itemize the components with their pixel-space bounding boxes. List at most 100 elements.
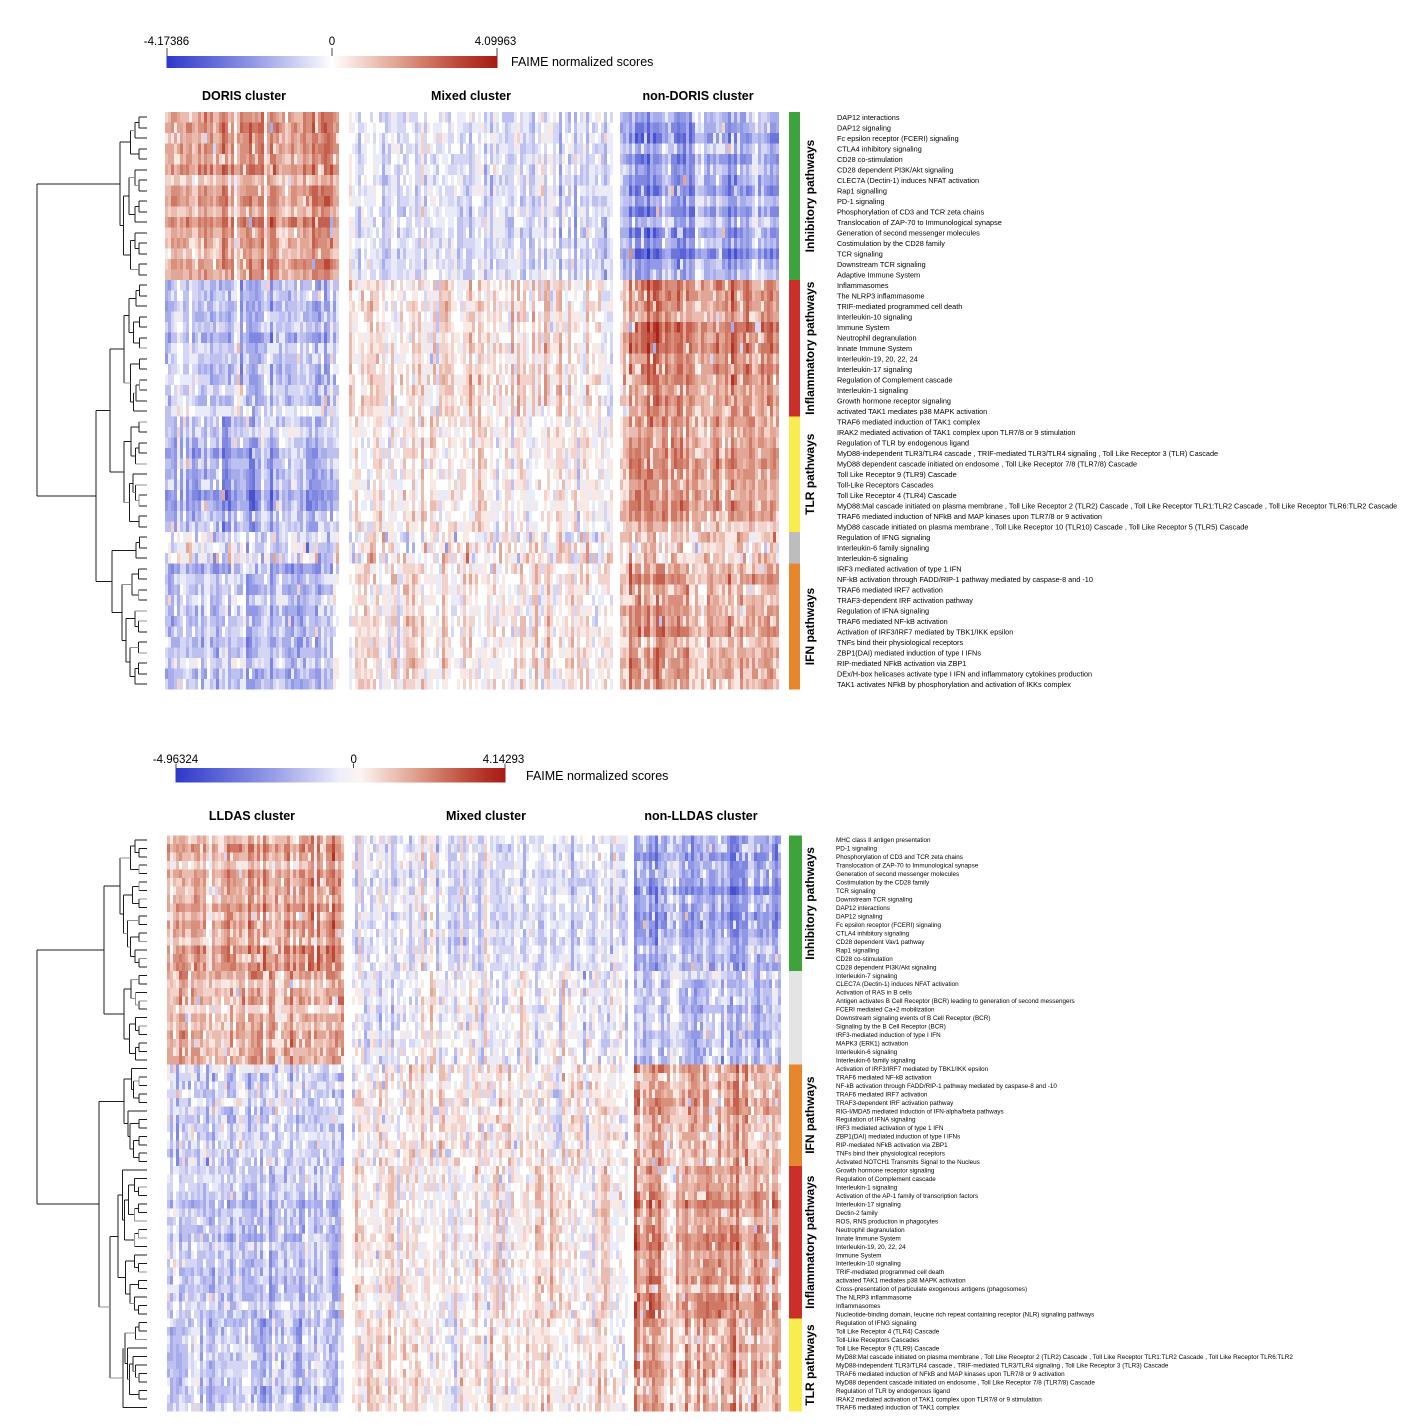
svg-text:MAPK3 (ERK1) activation: MAPK3 (ERK1) activation (836, 1041, 909, 1048)
svg-text:Interleukin-17 signaling: Interleukin-17 signaling (836, 1201, 901, 1208)
svg-text:Inflammasomes: Inflammasomes (837, 281, 889, 290)
svg-text:Downstream signaling events of: Downstream signaling events of B Cell Re… (836, 1015, 990, 1022)
svg-text:CD28 co-stimulation: CD28 co-stimulation (837, 155, 903, 164)
svg-text:Activation of RAS in B cells: Activation of RAS in B cells (836, 990, 912, 997)
svg-text:Mixed cluster: Mixed cluster (431, 89, 511, 103)
svg-text:TRAF6 mediated induction of TA: TRAF6 mediated induction of TAK1 complex (836, 1405, 961, 1412)
svg-text:non-DORIS cluster: non-DORIS cluster (642, 89, 753, 103)
svg-text:non-LLDAS cluster: non-LLDAS cluster (644, 809, 757, 823)
svg-text:Growth hormone receptor signal: Growth hormone receptor signaling (837, 397, 951, 406)
svg-text:MyD88-independent TLR3/TLR4 ca: MyD88-independent TLR3/TLR4 cascade , TR… (836, 1362, 1169, 1369)
svg-text:4.14293: 4.14293 (483, 754, 525, 766)
svg-text:0: 0 (350, 754, 356, 766)
svg-text:Translocation of ZAP-70 to Imm: Translocation of ZAP-70 to Immunological… (836, 863, 979, 870)
svg-text:Regulation of TLR by endogenou: Regulation of TLR by endogenous ligand (836, 1388, 951, 1395)
svg-text:TRIF-mediated programmed cell: TRIF-mediated programmed cell death (837, 302, 962, 311)
svg-text:Regulation of IFNA signaling: Regulation of IFNA signaling (836, 1117, 916, 1124)
svg-text:PD-1 signaling: PD-1 signaling (836, 846, 877, 853)
svg-text:Innate Immune System: Innate Immune System (837, 344, 912, 353)
svg-text:PD-1 signaling: PD-1 signaling (837, 197, 884, 206)
svg-text:IRAK2 mediated activation of T: IRAK2 mediated activation of TAK1 comple… (836, 1396, 1042, 1403)
svg-text:Regulation of IFNG signaling: Regulation of IFNG signaling (836, 1320, 917, 1327)
svg-text:Toll Like Receptor 4 (TLR4) Ca: Toll Like Receptor 4 (TLR4) Cascade (837, 491, 957, 500)
svg-text:Adaptive Immune System: Adaptive Immune System (837, 271, 920, 280)
svg-text:MyD88-independent TLR3/TLR4 ca: MyD88-independent TLR3/TLR4 cascade , TR… (837, 449, 1218, 458)
svg-text:Immune System: Immune System (837, 323, 890, 332)
svg-text:MyD88:Mal cascade initiated on: MyD88:Mal cascade initiated on plasma me… (837, 502, 1397, 511)
svg-text:Translocation of ZAP-70 to Imm: Translocation of ZAP-70 to Immunological… (837, 218, 1002, 227)
svg-text:IRAK2 mediated activation of T: IRAK2 mediated activation of TAK1 comple… (837, 428, 1076, 437)
svg-text:Activation of the AP-1 family: Activation of the AP-1 family of transcr… (836, 1193, 978, 1200)
svg-text:MyD88 dependent cascade initia: MyD88 dependent cascade initiated on end… (837, 460, 1137, 469)
svg-text:Toll Like Receptor 4 (TLR4) Ca: Toll Like Receptor 4 (TLR4) Cascade (836, 1329, 940, 1336)
svg-text:IFN pathways: IFN pathways (803, 1076, 817, 1154)
svg-text:The NLRP3 inflammasome: The NLRP3 inflammasome (837, 292, 925, 301)
svg-text:-4.17386: -4.17386 (144, 36, 189, 48)
svg-text:TLR pathways: TLR pathways (803, 1324, 817, 1406)
svg-text:TRAF6 mediated NF-kB activatio: TRAF6 mediated NF-kB activation (836, 1074, 932, 1081)
svg-text:TRAF6 mediated induction of NF: TRAF6 mediated induction of NFkB and MAP… (837, 512, 1102, 521)
svg-text:RIG-I/MDA5 mediated induction: RIG-I/MDA5 mediated induction of IFN-alp… (836, 1108, 1004, 1115)
svg-text:Interleukin-6 family signaling: Interleukin-6 family signaling (836, 1058, 916, 1065)
svg-text:NF-kB activation through FADD/: NF-kB activation through FADD/RIP-1 path… (836, 1083, 1057, 1090)
svg-text:CLEC7A (Dectin-1) induces NFAT: CLEC7A (Dectin-1) induces NFAT activatio… (836, 981, 959, 988)
svg-text:IRF3 mediated activation of ty: IRF3 mediated activation of type 1 IFN (836, 1125, 944, 1132)
svg-text:Rap1 signalling: Rap1 signalling (836, 947, 880, 954)
svg-text:Toll-Like Receptors Cascades: Toll-Like Receptors Cascades (837, 481, 934, 490)
svg-text:Phosphorylation of CD3 and TCR: Phosphorylation of CD3 and TCR zeta chai… (836, 854, 963, 861)
svg-text:Growth hormone receptor signal: Growth hormone receptor signaling (836, 1168, 935, 1175)
svg-text:Interleukin-7 signaling: Interleukin-7 signaling (836, 973, 898, 980)
svg-text:IRF3-mediated induction of typ: IRF3-mediated induction of type I IFN (836, 1032, 941, 1039)
svg-text:Interleukin-10 signaling: Interleukin-10 signaling (836, 1261, 901, 1268)
svg-text:Fc epsilon receptor (FCERI) si: Fc epsilon receptor (FCERI) signaling (836, 922, 941, 929)
svg-text:Rap1 signalling: Rap1 signalling (837, 187, 887, 196)
svg-text:Generation of second messenger: Generation of second messenger molecules (836, 871, 959, 878)
svg-text:Interleukin-1 signaling: Interleukin-1 signaling (836, 1185, 898, 1192)
svg-text:ZBP1(DAI) mediated induction o: ZBP1(DAI) mediated induction of type I I… (836, 1134, 960, 1141)
svg-text:MyD88 cascade initiated on pla: MyD88 cascade initiated on plasma membra… (837, 523, 1248, 532)
svg-text:Fc epsilon receptor (FCERI) si: Fc epsilon receptor (FCERI) signaling (837, 134, 959, 143)
svg-text:Regulation of Complement casca: Regulation of Complement cascade (837, 376, 953, 385)
svg-text:Antigen activates B Cell Recep: Antigen activates B Cell Receptor (BCR) … (836, 998, 1075, 1005)
svg-text:MHC class II antigen presentat: MHC class II antigen presentation (836, 837, 931, 844)
svg-text:FCERI mediated Ca+2 mobilizati: FCERI mediated Ca+2 mobilization (836, 1007, 935, 1014)
svg-text:Neutrophil degranulation: Neutrophil degranulation (836, 1227, 905, 1234)
svg-text:Cross-presentation of particul: Cross-presentation of particulate exogen… (836, 1286, 1027, 1293)
svg-text:CTLA4 inhibitory signaling: CTLA4 inhibitory signaling (836, 930, 910, 937)
svg-text:Interleukin-19, 20, 22, 24: Interleukin-19, 20, 22, 24 (837, 355, 918, 364)
svg-text:Interleukin-1 signaling: Interleukin-1 signaling (837, 386, 908, 395)
svg-text:CD28 co-stimulation: CD28 co-stimulation (836, 956, 893, 963)
svg-text:Immune System: Immune System (836, 1252, 882, 1259)
svg-text:DAP12 signaling: DAP12 signaling (837, 124, 891, 133)
svg-text:Inflammasomes: Inflammasomes (836, 1303, 880, 1310)
svg-text:FAIME normalized scores: FAIME normalized scores (511, 55, 653, 69)
svg-text:CLEC7A (Dectin-1) induces NFAT: CLEC7A (Dectin-1) induces NFAT activatio… (837, 176, 979, 185)
svg-text:TRAF6 mediated NF-kB activatio: TRAF6 mediated NF-kB activation (837, 617, 948, 626)
svg-text:Interleukin-10 signaling: Interleukin-10 signaling (837, 313, 912, 322)
svg-text:TRAF3-dependent IRF activation: TRAF3-dependent IRF activation pathway (837, 596, 973, 605)
svg-text:Inhibitory pathways: Inhibitory pathways (803, 139, 817, 252)
svg-text:Activation of IRF3/IRF7 mediat: Activation of IRF3/IRF7 mediated by TBK1… (837, 628, 1013, 637)
svg-text:TAK1 activates NFkB by phospho: TAK1 activates NFkB by phosphorylation a… (837, 680, 1071, 689)
svg-text:Interleukin-6 signaling: Interleukin-6 signaling (837, 554, 908, 563)
svg-text:Toll Like Receptor 9 (TLR9) Ca: Toll Like Receptor 9 (TLR9) Cascade (837, 470, 957, 479)
svg-text:Regulation of TLR by endogenou: Regulation of TLR by endogenous ligand (837, 439, 969, 448)
svg-text:TRIF-mediated programmed cell: TRIF-mediated programmed cell death (836, 1269, 945, 1276)
svg-text:4.09963: 4.09963 (475, 36, 517, 48)
svg-text:NF-kB activation through FADD/: NF-kB activation through FADD/RIP-1 path… (837, 575, 1093, 584)
svg-text:Inhibitory pathways: Inhibitory pathways (803, 847, 817, 960)
svg-text:IFN pathways: IFN pathways (803, 588, 817, 666)
svg-text:DORIS cluster: DORIS cluster (202, 89, 286, 103)
svg-text:Generation of second messenger: Generation of second messenger molecules (837, 229, 980, 238)
svg-text:DAP12 interactions: DAP12 interactions (836, 905, 890, 912)
svg-text:Interleukin-19, 20, 22, 24: Interleukin-19, 20, 22, 24 (836, 1244, 906, 1251)
svg-text:DAP12 interactions: DAP12 interactions (837, 113, 900, 122)
svg-text:DAP12 signaling: DAP12 signaling (836, 914, 883, 921)
svg-text:Toll Like Receptor 9 (TLR9) Ca: Toll Like Receptor 9 (TLR9) Cascade (836, 1345, 940, 1352)
svg-text:The NLRP3 inflammasome: The NLRP3 inflammasome (836, 1295, 912, 1302)
svg-text:ROS, RNS production in phagocy: ROS, RNS production in phagocytes (836, 1218, 938, 1225)
svg-text:Regulation of IFNG signaling: Regulation of IFNG signaling (837, 533, 930, 542)
svg-text:TNFs bind their physiological: TNFs bind their physiological receptors (836, 1151, 945, 1158)
svg-text:Regulation of IFNA signaling: Regulation of IFNA signaling (837, 607, 929, 616)
svg-text:TLR pathways: TLR pathways (803, 433, 817, 515)
